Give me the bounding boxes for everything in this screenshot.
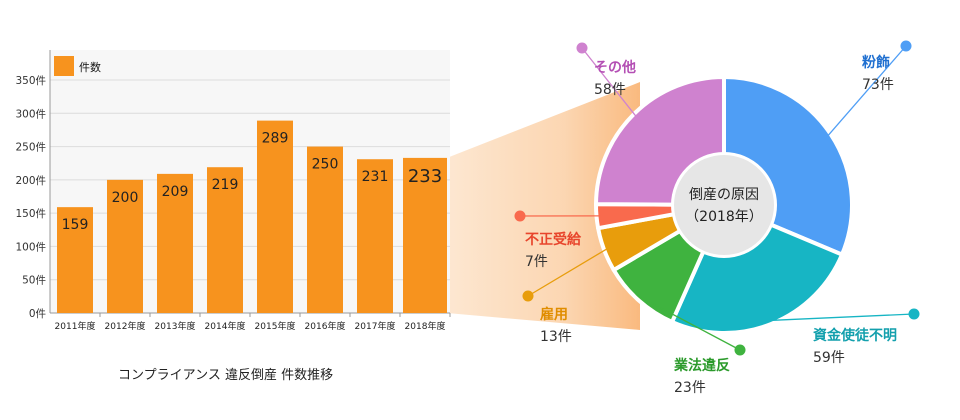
slice-value-label: 73件 [862,77,894,93]
leader-dot [900,40,912,52]
slice-value-label: 7件 [525,254,548,270]
leader-dot [522,290,534,302]
x-tick-label: 2013年度 [155,320,196,332]
highlight-fan [447,82,640,330]
slice-value-label: 59件 [813,350,845,366]
x-tick-label: 2017年度 [355,320,396,332]
bar [107,179,143,313]
bar [207,167,243,313]
bar [403,157,447,313]
donut-center [674,155,774,255]
bar-value-label: 250 [312,157,339,173]
slice-label: 粉飾 [862,54,890,71]
bar [307,146,343,313]
y-tick-label: 150件 [15,208,46,220]
x-tick-label: 2018年度 [405,320,446,332]
bar [357,159,393,313]
bar-chart-caption: コンプライアンス 違反倒産 件数推移 [118,368,334,383]
slice-label: 資金使徒不明 [813,327,897,344]
center-label: 倒産の原因 [689,187,759,203]
legend-label: 件数 [79,61,101,74]
slice-value-label: 58件 [594,82,626,98]
x-tick-label: 2015年度 [255,320,296,332]
x-tick-label: 2016年度 [305,320,346,332]
leader-line [581,47,638,118]
y-tick-label: 100件 [15,241,46,253]
center-label: （2018年） [685,209,763,225]
leader-dot [734,344,746,356]
y-tick-label: 200件 [15,175,46,187]
slice-label: 不正受給 [525,231,582,248]
leader-line [527,247,609,297]
bar-value-label: 209 [162,184,189,200]
slice-label: その他 [594,59,636,76]
slice-label: 業法違反 [673,357,730,374]
bar [57,207,93,313]
bar-value-label: 219 [212,177,239,193]
y-tick-label: 0件 [29,308,46,320]
bar [157,173,193,313]
leader-line [641,297,741,351]
leader-line [769,313,915,322]
bar [257,120,293,313]
slice-value-label: 23件 [674,380,706,396]
bar-chart: 0件 50件 100件 150件 200件 250件 300件 350件 件数 159 2011年度… [15,50,451,332]
y-tick-label: 300件 [15,108,46,120]
x-tick-label: 2014年度 [205,320,246,332]
bar-value-label: 231 [362,169,389,185]
leader-dot [514,210,526,222]
y-tick-label: 250件 [15,142,46,154]
y-tick-label: 50件 [22,275,46,287]
leader-dot [908,308,920,320]
bar-value-label: 200 [112,190,139,206]
slice-value-label: 13件 [540,329,572,345]
leader-line [826,45,907,137]
x-tick-label: 2012年度 [105,320,146,332]
legend-swatch [54,56,74,76]
bar-value-label: 233 [408,166,442,187]
slice-label: 雇用 [540,306,568,323]
leader-dot [576,42,588,54]
bar-value-label: 289 [262,131,289,147]
bar-value-label: 159 [62,217,89,233]
x-tick-label: 2011年度 [55,320,96,332]
highlight-connector [447,82,640,330]
y-tick-label: 350件 [15,75,46,87]
